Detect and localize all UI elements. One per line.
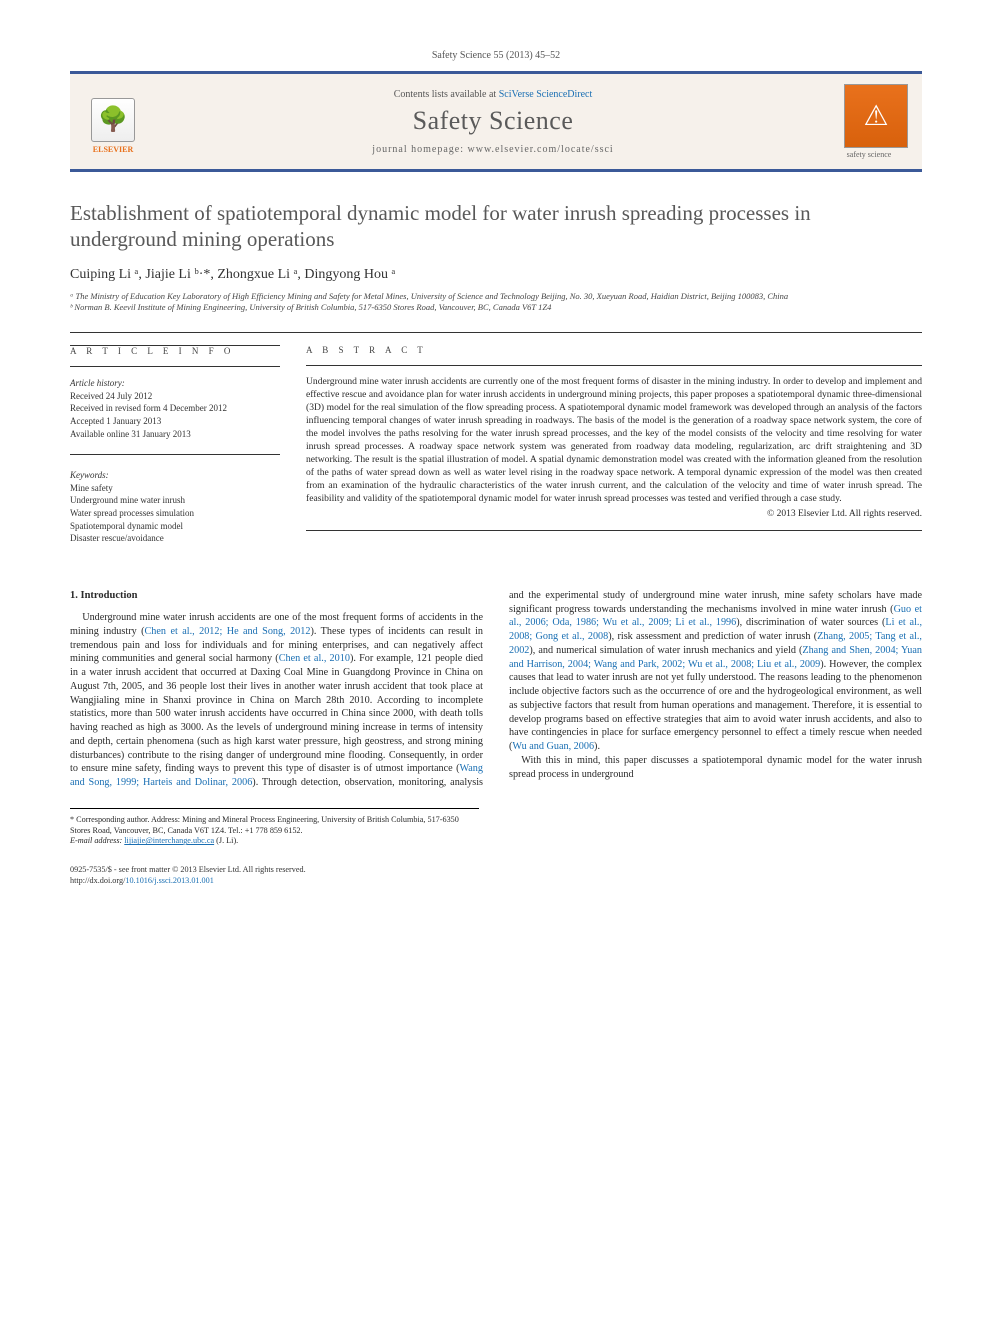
email-label: E-mail address: [70,836,122,845]
history-label: Article history: [70,377,280,390]
journal-homepage: journal homepage: www.elsevier.com/locat… [156,144,830,155]
revised-date: Received in revised form 4 December 2012 [70,402,280,415]
affiliation-a: ᵃ The Ministry of Education Key Laborato… [70,291,922,303]
citation-link[interactable]: Chen et al., 2010 [279,653,350,664]
email-suffix: (J. Li). [214,836,238,845]
journal-badge[interactable]: ⚠ safety science [830,84,908,159]
abstract-body: Underground mine water inrush accidents … [306,376,922,503]
contents-prefix: Contents lists available at [394,89,499,100]
keyword: Mine safety [70,482,280,495]
intro-para-3: With this in mind, this paper discusses … [509,754,922,782]
issn-line: 0925-7535/$ - see front matter © 2013 El… [70,865,922,876]
keywords-label: Keywords: [70,469,280,482]
masthead: 🌳 ELSEVIER Contents lists available at S… [70,71,922,172]
copyright-line: © 2013 Elsevier Ltd. All rights reserved… [306,508,922,521]
body-text: 1. Introduction Underground mine water i… [70,589,922,790]
journal-name: Safety Science [156,106,830,136]
t: ). However, the complex causes that lead… [509,659,922,753]
doi-link[interactable]: 10.1016/j.ssci.2013.01.001 [125,876,213,885]
corr-author: * Corresponding author. Address: Mining … [70,815,479,836]
article-info-heading: A R T I C L E I N F O [70,346,280,367]
received-date: Received 24 July 2012 [70,390,280,403]
abstract-heading: A B S T R A C T [306,345,922,366]
authors-line: Cuiping Li ᵃ, Jiajie Li ᵇ·*, Zhongxue Li… [70,267,922,283]
elsevier-tree-icon: 🌳 [91,98,135,142]
online-date: Available online 31 January 2013 [70,428,280,441]
badge-label: safety science [830,150,908,159]
abstract-column: A B S T R A C T Underground mine water i… [306,345,922,559]
accepted-date: Accepted 1 January 2013 [70,415,280,428]
warning-triangle-icon: ⚠ [863,99,888,133]
elsevier-label: ELSEVIER [93,145,133,154]
contents-available-line: Contents lists available at SciVerse Sci… [156,89,830,100]
doi-label: http://dx.doi.org/ [70,876,125,885]
abstract-text: Underground mine water inrush accidents … [306,376,922,531]
citation-link[interactable]: Chen et al., 2012; He and Song, 2012 [145,626,311,637]
keyword: Water spread processes simulation [70,507,280,520]
article-info-sidebar: A R T I C L E I N F O Article history: R… [70,345,280,559]
section-1-heading: 1. Introduction [70,589,483,603]
email-link[interactable]: lijiajie@interchange.ubc.ca [124,836,214,845]
affiliations: ᵃ The Ministry of Education Key Laborato… [70,291,922,315]
sciencedirect-link[interactable]: SciVerse ScienceDirect [499,89,593,100]
t: ). [594,741,600,752]
article-title: Establishment of spatiotemporal dynamic … [70,200,922,253]
footer-issn-doi: 0925-7535/$ - see front matter © 2013 El… [70,865,922,886]
t: ), discrimination of water sources ( [736,617,885,628]
affiliation-b: ᵇ Norman B. Keevil Institute of Mining E… [70,302,922,314]
t: ), risk assessment and prediction of wat… [608,631,817,642]
t: ), and numerical simulation of water inr… [529,645,802,656]
keyword: Disaster rescue/avoidance [70,532,280,545]
citation-link[interactable]: Wu and Guan, 2006 [512,741,594,752]
elsevier-logo[interactable]: 🌳 ELSEVIER [84,90,156,154]
keyword: Underground mine water inrush [70,494,280,507]
keyword: Spatiotemporal dynamic model [70,520,280,533]
journal-reference: Safety Science 55 (2013) 45–52 [70,50,922,61]
t: ). For example, 121 people died in a wat… [70,653,483,760]
corresponding-author-footnote: * Corresponding author. Address: Mining … [70,808,479,847]
